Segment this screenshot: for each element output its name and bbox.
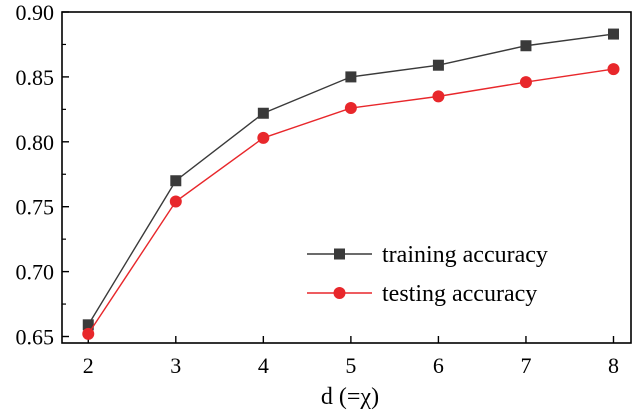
legend: training accuracy testing accuracy: [307, 242, 548, 307]
x-tick-label: 8: [608, 353, 619, 378]
y-axis: 0.65 0.70 0.75 0.80 0.85 0.90: [16, 0, 69, 350]
x-tick-label: 7: [520, 353, 531, 378]
y-tick-label: 0.85: [16, 65, 55, 90]
x-axis: 2 3 4 5 6 7 8: [83, 336, 619, 378]
y-tick-label: 0.90: [16, 0, 55, 25]
plot-border: [61, 11, 632, 344]
data-point-square: [520, 40, 532, 52]
x-tick-label: 3: [170, 353, 181, 378]
x-tick-label: 2: [83, 353, 94, 378]
legend-label: testing accuracy: [382, 281, 537, 307]
series-testing: [82, 63, 620, 340]
x-tick-label: 4: [258, 353, 269, 378]
data-point-circle: [607, 63, 620, 76]
data-point-square: [82, 319, 94, 331]
y-tick-label: 0.80: [16, 130, 55, 155]
series-layer: [82, 28, 620, 340]
x-tick-label: 5: [345, 353, 356, 378]
data-point-square: [607, 28, 619, 40]
data-point-circle: [257, 131, 270, 144]
data-point-circle: [519, 76, 532, 89]
x-tick-label: 6: [433, 353, 444, 378]
legend-marker-circle: [333, 287, 346, 299]
data-point-square: [170, 175, 182, 187]
data-point-square: [432, 59, 444, 71]
plot-frame: [61, 11, 632, 344]
legend-label: training accuracy: [382, 242, 548, 268]
x-axis-title: d (=χ): [321, 384, 379, 410]
data-point-circle: [432, 90, 445, 103]
legend-marker-square: [334, 248, 345, 260]
y-tick-label: 0.65: [16, 325, 55, 350]
data-point-circle: [169, 195, 182, 208]
y-tick-label: 0.70: [16, 260, 55, 285]
series-training: [82, 28, 619, 331]
data-point-circle: [344, 102, 357, 115]
data-point-circle: [82, 327, 95, 340]
data-point-square: [345, 71, 357, 83]
y-tick-label: 0.75: [16, 195, 55, 220]
data-point-square: [257, 107, 269, 119]
